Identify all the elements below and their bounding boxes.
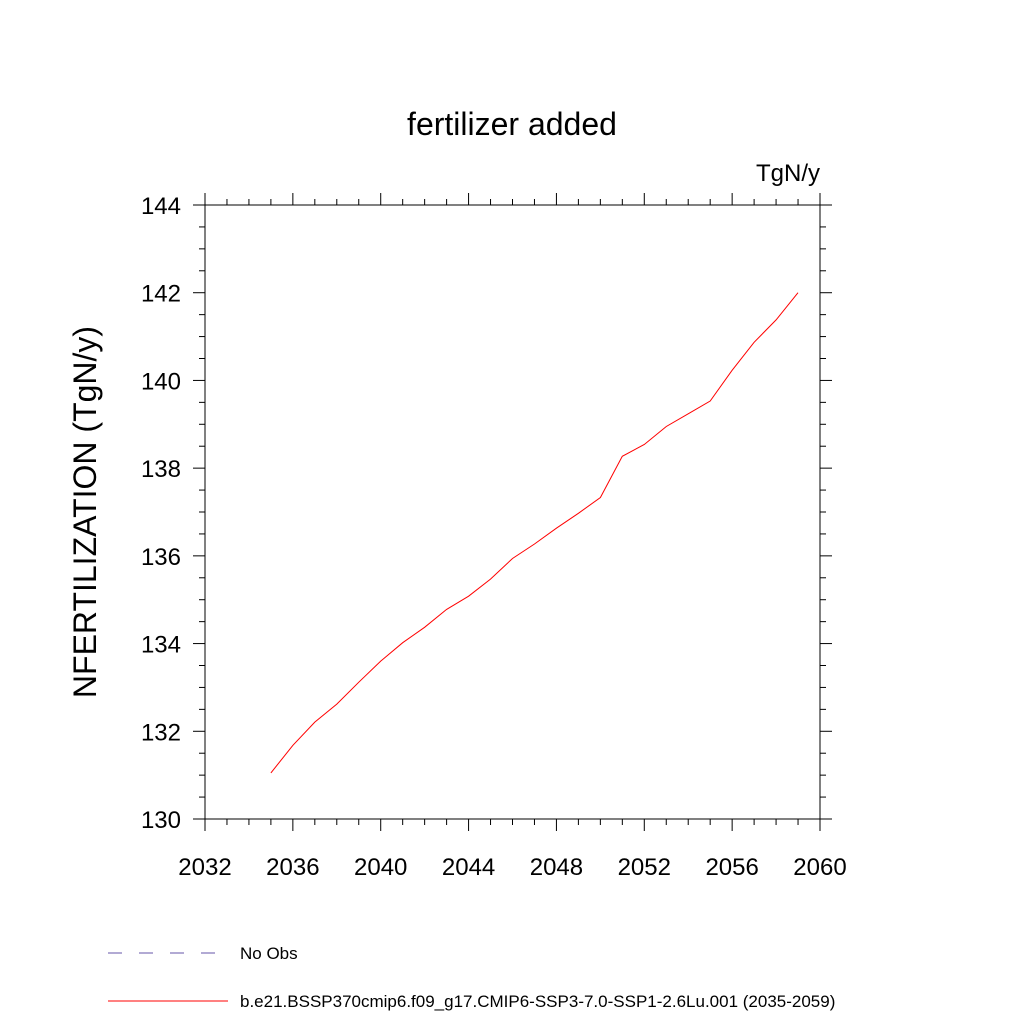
y-tick-label: 140	[141, 368, 181, 395]
y-tick-label: 132	[141, 719, 181, 746]
x-tick-label: 2060	[793, 854, 846, 881]
y-tick-label: 142	[141, 281, 181, 308]
x-tick-label: 2036	[266, 854, 319, 881]
y-tick-label: 138	[141, 456, 181, 483]
plot-frame	[204, 204, 821, 820]
y-tick-label: 144	[141, 193, 181, 220]
x-tick-label: 2044	[442, 854, 495, 881]
y-tick-label: 136	[141, 544, 181, 571]
y-axis-label: NFERTILIZATION (TgN/y)	[67, 326, 103, 698]
series-layer	[270, 292, 799, 774]
y-tick-label: 134	[141, 632, 181, 659]
x-tick-label: 2052	[618, 854, 671, 881]
series-line	[270, 292, 799, 774]
x-tick-label: 2048	[530, 854, 583, 881]
y-tick-label: 130	[141, 807, 181, 834]
legend-label: b.e21.BSSP370cmip6.f09_g17.CMIP6-SSP3-7.…	[240, 992, 835, 1011]
legend-label: No Obs	[240, 944, 298, 963]
chart-title: fertilizer added	[407, 106, 617, 142]
legend: No Obs b.e21.BSSP370cmip6.f09_g17.CMIP6-S…	[108, 944, 835, 1011]
x-tick-label: 2040	[354, 854, 407, 881]
x-tick-label: 2032	[178, 854, 231, 881]
x-tick-label: 2056	[705, 854, 758, 881]
units-label: TgN/y	[756, 160, 820, 187]
ticks-layer: 130 132 134 136 138 140 142 144 2032 2036 2040 2044…	[141, 193, 847, 881]
